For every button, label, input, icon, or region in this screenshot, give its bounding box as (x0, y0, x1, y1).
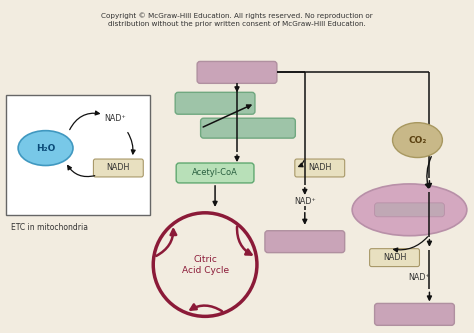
Ellipse shape (18, 131, 73, 166)
Text: NAD⁺: NAD⁺ (104, 114, 126, 123)
Text: NADH: NADH (383, 253, 406, 262)
Text: H₂O: H₂O (36, 144, 55, 153)
Text: Acetyl-CoA: Acetyl-CoA (192, 168, 238, 177)
FancyBboxPatch shape (374, 303, 455, 325)
Text: NAD⁺: NAD⁺ (294, 197, 316, 206)
FancyBboxPatch shape (93, 159, 143, 177)
Text: Copyright © McGraw-Hill Education. All rights reserved. No reproduction or
distr: Copyright © McGraw-Hill Education. All r… (101, 13, 373, 27)
Text: NADH: NADH (308, 164, 331, 172)
Text: Citric
Acid Cycle: Citric Acid Cycle (182, 254, 228, 275)
FancyBboxPatch shape (374, 203, 445, 217)
FancyBboxPatch shape (197, 62, 277, 83)
Text: ETC in mitochondria: ETC in mitochondria (11, 223, 88, 232)
Text: NAD⁺: NAD⁺ (409, 273, 430, 282)
FancyBboxPatch shape (295, 159, 345, 177)
FancyBboxPatch shape (176, 163, 254, 183)
Bar (6, 95, 150, 215)
Text: CO₂: CO₂ (408, 136, 427, 145)
FancyBboxPatch shape (201, 118, 295, 138)
Ellipse shape (392, 123, 442, 158)
Text: NADH: NADH (107, 164, 130, 172)
FancyBboxPatch shape (175, 92, 255, 114)
FancyBboxPatch shape (265, 231, 345, 253)
Ellipse shape (352, 184, 467, 236)
FancyBboxPatch shape (370, 249, 419, 267)
